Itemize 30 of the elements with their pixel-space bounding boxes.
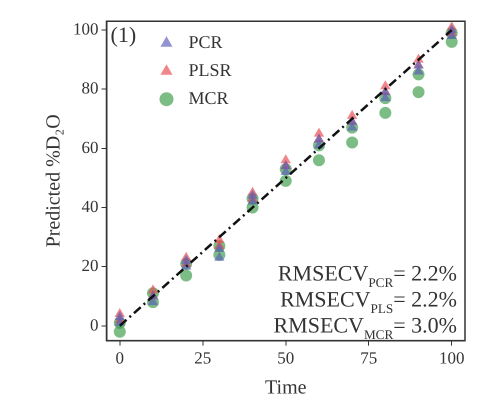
point (180, 270, 192, 282)
point (312, 154, 325, 166)
y-tick-label: 40 (82, 196, 98, 216)
point (247, 190, 258, 199)
point (412, 86, 425, 98)
point (379, 106, 392, 119)
x-tick-label: 100 (438, 348, 464, 368)
point (346, 110, 358, 119)
y-tick-label: 20 (82, 256, 98, 276)
point (346, 136, 358, 148)
point (380, 80, 391, 90)
point (148, 284, 158, 294)
point (180, 254, 192, 264)
point (114, 310, 125, 320)
y-tick-label: 100 (73, 20, 98, 39)
y-axis-title: Predicted %D₂O (42, 114, 64, 248)
annotation: (1) (110, 22, 136, 47)
x-tick-label: 0 (116, 348, 124, 368)
x-tick-label: 25 (194, 348, 212, 368)
x-tick-label: 50 (277, 348, 294, 368)
legend-label: PCR (188, 32, 223, 52)
legend-label: PLSR (188, 60, 232, 80)
y-tick-label: 0 (90, 315, 98, 334)
legend-label: MCR (188, 88, 229, 108)
point (214, 252, 225, 261)
x-tick-label: 75 (360, 348, 378, 368)
y-tick-label: 80 (82, 78, 98, 98)
y-tick-label: 60 (82, 138, 98, 157)
x-axis-title: Time (264, 376, 307, 398)
point (214, 242, 225, 252)
